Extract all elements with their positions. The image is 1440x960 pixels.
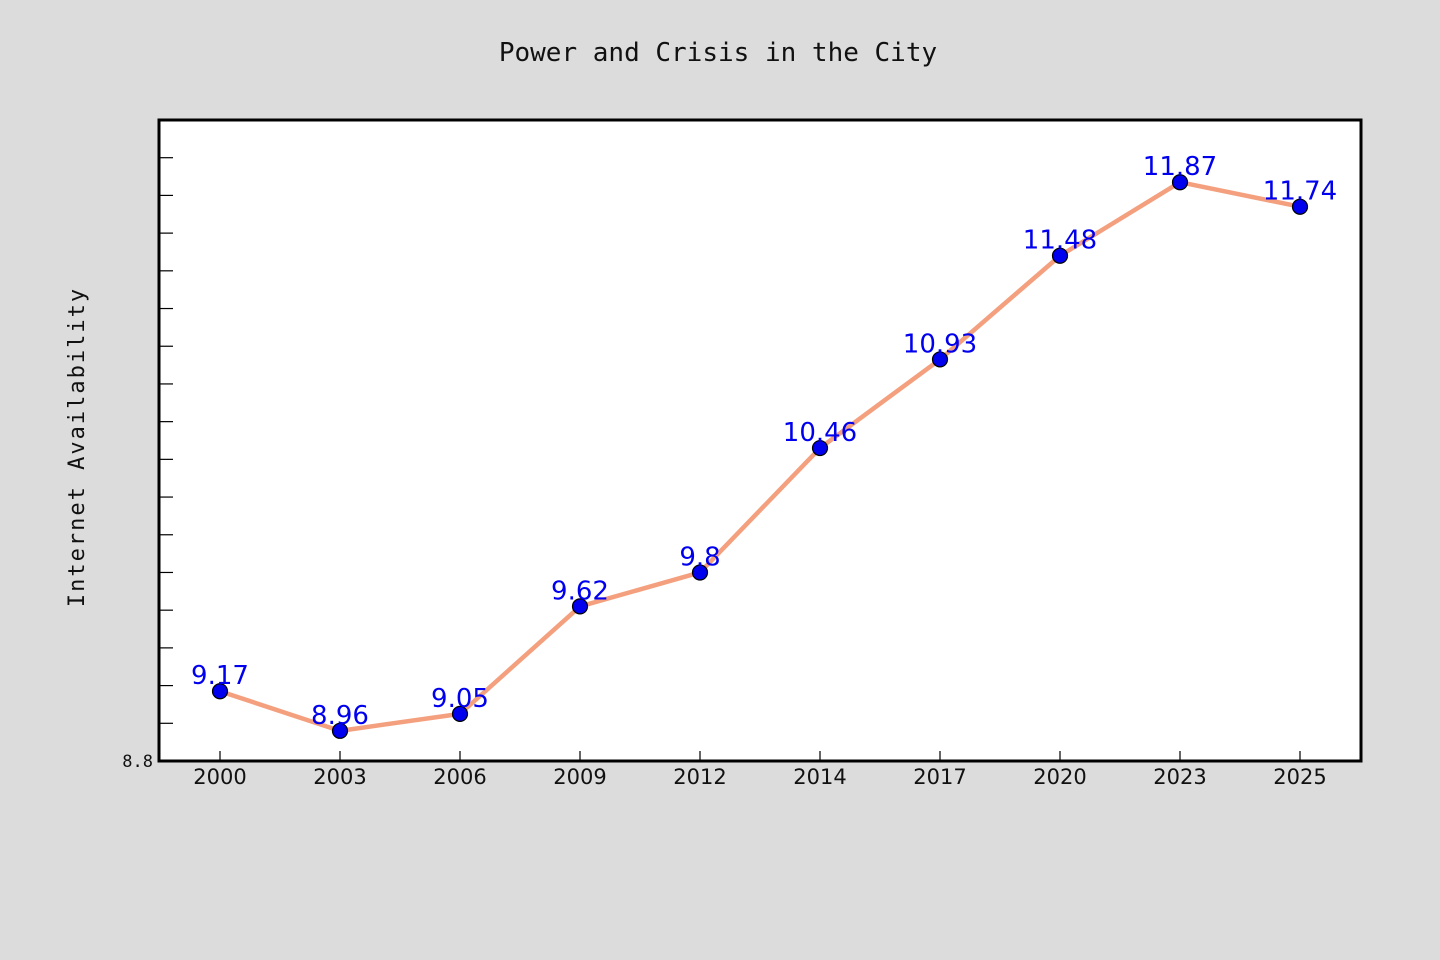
data-point bbox=[931, 351, 949, 368]
data-point bbox=[211, 683, 229, 700]
x-tick-label: 2003 bbox=[313, 765, 366, 789]
x-axis-ticks bbox=[219, 751, 1301, 761]
data-label: 9.05 bbox=[431, 684, 489, 714]
x-tick-label: 2020 bbox=[1033, 765, 1086, 789]
data-label: 9.17 bbox=[191, 661, 249, 691]
data-point bbox=[1171, 174, 1189, 191]
data-point bbox=[331, 722, 349, 739]
data-point bbox=[451, 705, 469, 722]
y-tick-label: 8.8 bbox=[122, 752, 153, 772]
data-point bbox=[571, 598, 589, 615]
plot-frame bbox=[157, 118, 1363, 763]
data-markers bbox=[211, 174, 1309, 739]
x-tick-label: 2014 bbox=[793, 765, 846, 789]
data-label: 11.48 bbox=[1023, 226, 1097, 256]
x-tick-label: 2012 bbox=[673, 765, 726, 789]
data-label: 11.74 bbox=[1263, 177, 1337, 207]
data-point bbox=[1291, 198, 1309, 215]
chart-title: Power and Crisis in the City bbox=[499, 38, 937, 68]
data-label: 8.96 bbox=[311, 701, 369, 731]
y-minor-ticks bbox=[159, 157, 173, 724]
x-tick-label: 2017 bbox=[913, 765, 966, 789]
data-point bbox=[811, 439, 829, 457]
data-labels: 9.17 8.96 9.05 9.62 9.8 10.46 10.93 11.48 11.87 1… bbox=[191, 152, 1337, 731]
x-tick-label: 2009 bbox=[553, 765, 606, 789]
x-axis-tick-labels: 2000 2003 2006 2009 2012 2014 2017 2020 2023 2025 bbox=[193, 765, 1326, 789]
x-tick-label: 2006 bbox=[433, 765, 486, 789]
data-label: 9.8 bbox=[679, 542, 720, 572]
data-label: 9.62 bbox=[551, 576, 609, 606]
x-tick-label: 2025 bbox=[1273, 765, 1326, 789]
data-label: 10.46 bbox=[783, 418, 857, 448]
data-label: 10.93 bbox=[903, 329, 977, 359]
series-line bbox=[217, 179, 1303, 734]
plot-area bbox=[159, 120, 1361, 761]
data-point bbox=[1051, 247, 1069, 264]
data-label: 11.87 bbox=[1143, 152, 1217, 182]
x-tick-label: 2000 bbox=[193, 765, 246, 789]
x-tick-label: 2023 bbox=[1153, 765, 1206, 789]
y-axis-label: Internet Availability bbox=[65, 287, 90, 607]
y-axis-tick-labels: 8.8 bbox=[122, 752, 153, 772]
data-point bbox=[691, 564, 709, 581]
